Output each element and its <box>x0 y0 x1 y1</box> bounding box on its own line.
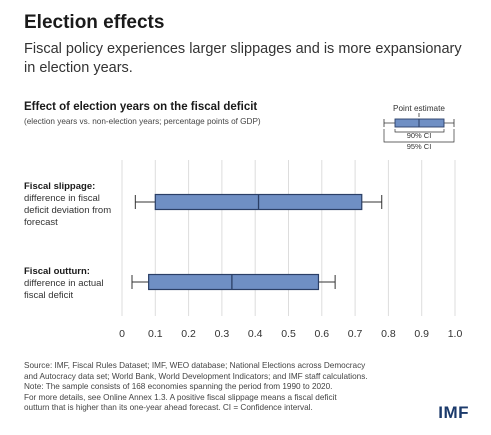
row-label-title: Fiscal outturn: <box>24 266 90 277</box>
x-tick-label: 0.1 <box>148 328 163 340</box>
row-label-fiscal-slippage: Fiscal slippage: difference in fiscal de… <box>24 181 124 229</box>
x-tick-label: 0.7 <box>348 328 363 340</box>
page-title: Election effects <box>24 12 165 33</box>
legend-ci90-bracket <box>394 129 445 133</box>
x-tick-label: 0.9 <box>414 328 429 340</box>
x-tick-label: 0.5 <box>281 328 296 340</box>
x-tick-label: 0 <box>119 328 125 340</box>
row-label-fiscal-outturn: Fiscal outturn: difference in actual fis… <box>24 266 124 302</box>
source-line: Source: IMF, Fiscal Rules Dataset; IMF, … <box>24 361 366 370</box>
row-label-title: Fiscal slippage: <box>24 181 96 192</box>
x-tick-label: 0.6 <box>314 328 329 340</box>
page-subtitle: Fiscal policy experiences larger slippag… <box>24 41 462 76</box>
chart-title: Effect of election years on the fiscal d… <box>24 101 258 113</box>
ci90-box <box>148 273 320 291</box>
source-note: Source: IMF, Fiscal Rules Dataset; IMF, … <box>24 361 404 414</box>
x-tick-label: 0.2 <box>181 328 196 340</box>
x-tick-label: 0.3 <box>215 328 230 340</box>
source-line: outturn that is higher than its one-year… <box>24 403 313 412</box>
source-line: For more details, see Online Annex 1.3. … <box>24 392 337 402</box>
source-line: and Autocracy data set; World Bank, Worl… <box>24 371 368 381</box>
legend-ci90-label: 90% CI <box>407 131 432 140</box>
x-tick-label: 1.0 <box>448 328 463 340</box>
row-label-description: difference in actual fiscal deficit <box>24 278 104 301</box>
x-tick-label: 0.8 <box>381 328 396 340</box>
source-line: Note: The sample consists of 168 economi… <box>24 382 333 391</box>
legend-ci95-bracket <box>383 129 455 143</box>
legend-ci95-label: 95% CI <box>407 142 432 151</box>
x-tick-label: 0.4 <box>248 328 263 340</box>
chart-subtitle: (election years vs. non-election years; … <box>24 117 261 126</box>
legend-point-estimate-label: Point estimate <box>393 104 445 113</box>
row-label-description: difference in fiscal deficit deviation f… <box>24 193 112 228</box>
imf-logo: IMF <box>438 403 469 422</box>
